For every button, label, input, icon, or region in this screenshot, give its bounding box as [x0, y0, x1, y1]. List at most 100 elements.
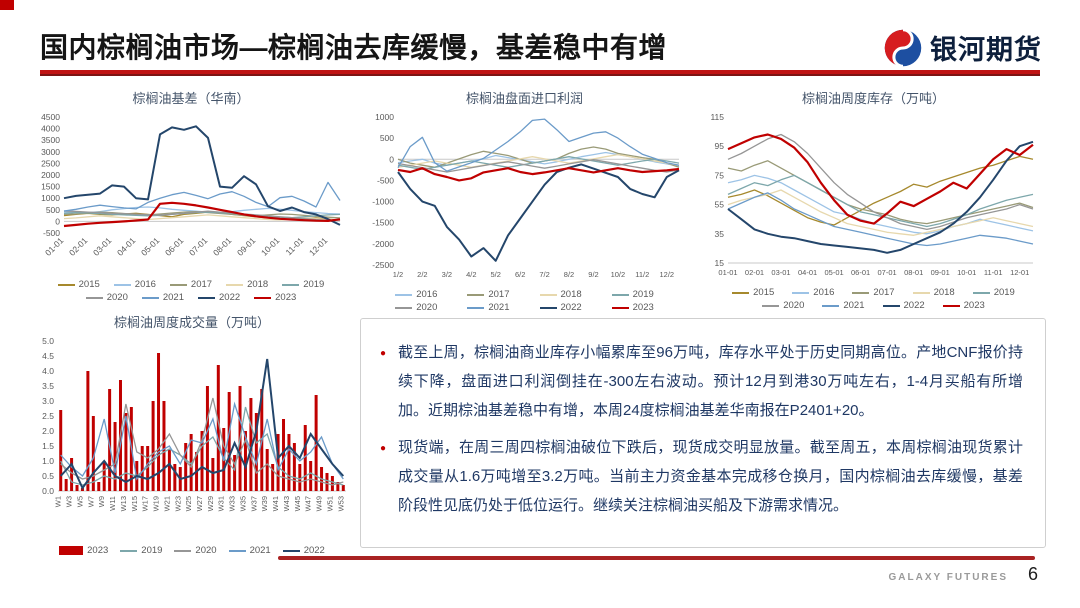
svg-text:0: 0 — [389, 154, 394, 164]
svg-text:5/2: 5/2 — [490, 270, 500, 279]
legend-item: 2021 — [822, 300, 865, 311]
legend-item: 2021 — [141, 292, 184, 303]
svg-text:-500: -500 — [43, 228, 60, 238]
legend-item: 2023 — [59, 545, 108, 556]
legend-item: 2020 — [174, 545, 217, 556]
svg-text:-1500: -1500 — [372, 218, 394, 228]
svg-text:01-01: 01-01 — [43, 235, 66, 258]
svg-text:W41: W41 — [271, 496, 280, 511]
legend-label: 2017 — [873, 287, 895, 298]
legend-label: 2019 — [632, 289, 654, 300]
legend-item: 2020 — [395, 302, 437, 313]
svg-text:08-01: 08-01 — [904, 268, 923, 277]
svg-text:1/2: 1/2 — [393, 270, 403, 279]
svg-text:8/2: 8/2 — [564, 270, 574, 279]
legend-label: 2016 — [813, 287, 835, 298]
svg-text:03-01: 03-01 — [91, 235, 114, 258]
svg-text:4/2: 4/2 — [466, 270, 476, 279]
svg-text:W7: W7 — [86, 496, 95, 507]
svg-text:02-01: 02-01 — [67, 235, 90, 258]
svg-text:03-01: 03-01 — [771, 268, 790, 277]
legend-label: 2020 — [783, 300, 805, 311]
svg-text:12-01: 12-01 — [1010, 268, 1029, 277]
chart-basis-south-china: 棕榈油基差（华南） 4500 4000 3500 3000 2500 2000 1500 10… — [28, 88, 354, 304]
svg-text:12/2: 12/2 — [659, 270, 674, 279]
svg-text:06-01: 06-01 — [163, 235, 186, 258]
svg-text:07-01: 07-01 — [187, 235, 210, 258]
legend-label: 2021 — [162, 292, 184, 303]
legend-line-swatch — [972, 291, 990, 294]
legend-label: 2021 — [843, 300, 865, 311]
legend-line-swatch — [120, 549, 138, 552]
legend-line-swatch — [282, 283, 300, 286]
legend-line-swatch — [539, 306, 557, 309]
chart-title: 棕榈油周度库存（万吨） — [801, 91, 945, 106]
legend-label: 2019 — [141, 545, 163, 556]
legend-line-swatch — [141, 296, 159, 299]
svg-text:1.5: 1.5 — [42, 441, 54, 451]
legend-line-swatch — [852, 291, 870, 294]
legend-label: 2023 — [963, 300, 985, 311]
svg-text:0.5: 0.5 — [42, 471, 54, 481]
svg-text:W47: W47 — [304, 496, 313, 511]
svg-text:500: 500 — [46, 205, 60, 215]
legend-item: 2022 — [198, 292, 240, 303]
svg-text:3000: 3000 — [41, 147, 60, 157]
page-number: 6 — [1027, 564, 1038, 584]
footer-brand: GALAXY FUTURES — [888, 572, 1008, 583]
svg-text:W1: W1 — [54, 496, 63, 507]
svg-text:05-01: 05-01 — [139, 235, 162, 258]
legend-line-swatch — [539, 293, 557, 296]
legend-item: 2023 — [942, 300, 985, 311]
svg-text:2.5: 2.5 — [42, 411, 54, 421]
svg-text:W13: W13 — [119, 496, 128, 511]
legend-item: 2020 — [85, 292, 128, 303]
svg-text:5.0: 5.0 — [42, 336, 54, 346]
svg-text:15: 15 — [715, 258, 725, 268]
brand-name: 银河期货 — [930, 35, 1042, 65]
legend-item: 2023 — [254, 292, 296, 303]
legend-line-swatch — [174, 549, 192, 552]
legend-item: 2016 — [113, 279, 156, 290]
svg-text:35: 35 — [715, 229, 725, 239]
legend-label: 2017 — [488, 289, 510, 300]
svg-text:W17: W17 — [141, 496, 150, 511]
svg-text:55: 55 — [715, 200, 725, 210]
svg-text:W23: W23 — [173, 496, 182, 511]
legend-label: 2021 — [249, 545, 271, 556]
legend-label: 2019 — [993, 287, 1015, 298]
legend-label: 2022 — [903, 300, 925, 311]
legend-label: 2020 — [195, 545, 217, 556]
legend-line-swatch — [792, 291, 810, 294]
svg-text:3.0: 3.0 — [42, 396, 54, 406]
svg-text:01-01: 01-01 — [718, 268, 737, 277]
svg-text:W45: W45 — [293, 496, 302, 511]
svg-text:1500: 1500 — [41, 182, 60, 192]
legend-label: 2023 — [632, 302, 654, 313]
legend-label: 2021 — [488, 302, 510, 313]
footer-divider — [278, 556, 1035, 560]
legend-line-swatch — [611, 306, 629, 309]
bullet-text: 现货端，在周三周四棕榈油破位下跌后，现货成交明显放量。截至周五，本周棕榈油现货累… — [398, 438, 1023, 514]
chart-weekly-volume: 棕榈油周度成交量（万吨） 5.0 4.5 4.0 3.5 3.0 2.5 2.0 1.5 1.0… — [28, 312, 356, 557]
legend-label: 2020 — [416, 302, 438, 313]
legend-item: 2019 — [611, 289, 654, 300]
legend-item: 2015 — [57, 279, 100, 290]
legend-item: 2022 — [882, 300, 925, 311]
chart-weekly-inventory: 棕榈油周度库存（万吨） 115 95 75 55 35 15 01-01 02-01 03-01… — [700, 88, 1047, 312]
svg-text:-2500: -2500 — [372, 260, 394, 270]
chart-plot: 4500 4000 3500 3000 2500 2000 1500 1000 500 0 -500… — [28, 109, 354, 276]
legend-label: 2023 — [275, 292, 297, 303]
legend-bar-swatch — [59, 546, 84, 555]
legend-line-swatch — [942, 304, 960, 307]
svg-text:4000: 4000 — [41, 124, 60, 134]
legend-item: 2019 — [972, 287, 1015, 298]
legend-item: 2017 — [169, 279, 212, 290]
svg-text:W43: W43 — [282, 496, 291, 511]
chart-title: 棕榈油基差（华南） — [132, 91, 250, 106]
legend-item: 2019 — [120, 545, 162, 556]
svg-text:W15: W15 — [130, 496, 139, 511]
svg-text:11/2: 11/2 — [635, 270, 649, 279]
legend-line-swatch — [113, 283, 131, 286]
svg-text:1.0: 1.0 — [42, 456, 54, 466]
